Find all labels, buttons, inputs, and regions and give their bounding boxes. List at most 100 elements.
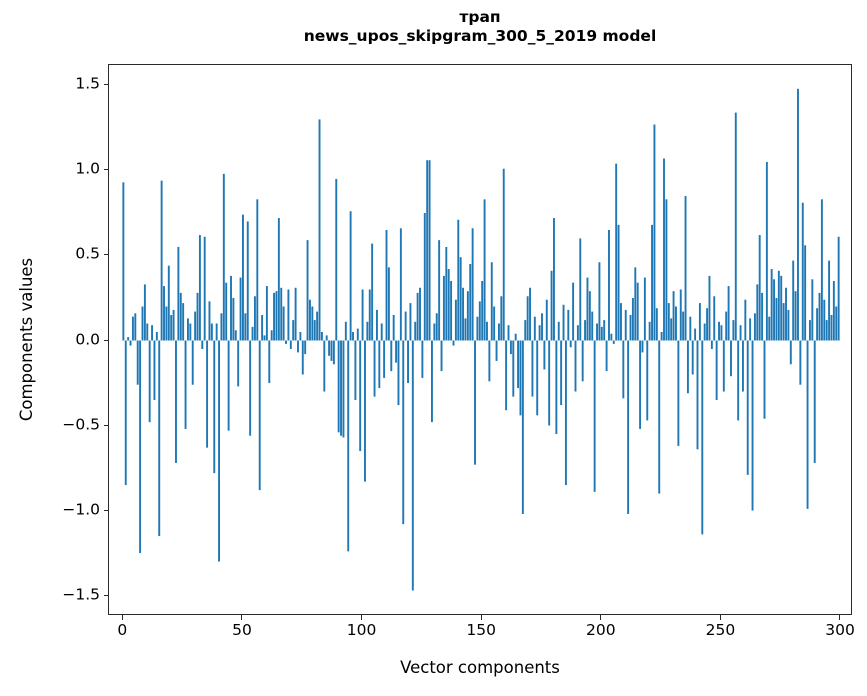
bar — [131, 316, 134, 341]
bar — [320, 332, 323, 341]
bar — [780, 275, 783, 341]
bar — [445, 246, 448, 341]
bar — [792, 260, 795, 341]
bar — [734, 112, 737, 341]
bar — [555, 340, 558, 435]
x-tick-mark — [480, 615, 482, 620]
bar — [655, 308, 658, 341]
bar — [356, 328, 359, 341]
bar — [457, 219, 460, 341]
bar — [143, 284, 146, 341]
bar — [610, 333, 613, 341]
bar — [801, 202, 804, 341]
bar — [438, 240, 441, 341]
bar — [698, 303, 701, 341]
bar — [151, 325, 154, 341]
bar — [682, 311, 685, 341]
bar — [244, 313, 247, 341]
bar — [658, 340, 661, 494]
bar — [622, 340, 625, 399]
x-tick-label: 300 — [825, 621, 855, 639]
bar — [433, 323, 436, 341]
bar — [134, 313, 137, 341]
bar — [306, 240, 309, 341]
bar — [557, 321, 560, 341]
bar — [280, 287, 283, 341]
bar — [242, 214, 244, 341]
bar — [562, 304, 565, 341]
bar — [593, 340, 596, 492]
bar — [447, 269, 450, 341]
y-tick-mark — [103, 84, 108, 86]
bar — [789, 340, 792, 365]
bar — [452, 340, 455, 346]
bar — [177, 246, 180, 341]
y-tick-label: 0.0 — [75, 329, 100, 348]
bar — [639, 340, 642, 429]
bar — [414, 321, 417, 341]
bar — [471, 228, 474, 341]
bar — [347, 340, 350, 552]
bar — [287, 289, 290, 341]
bar — [323, 340, 326, 392]
bar — [808, 320, 811, 341]
bar — [679, 289, 682, 341]
bar — [361, 289, 364, 341]
bar — [677, 340, 680, 446]
bar — [651, 224, 653, 341]
bar — [234, 330, 237, 341]
bar — [605, 340, 608, 372]
bar — [701, 340, 704, 535]
bar — [646, 340, 649, 421]
bar — [806, 340, 809, 509]
bar — [708, 275, 711, 341]
bar — [667, 303, 670, 341]
bar — [835, 306, 838, 341]
bar — [265, 286, 268, 341]
bar — [127, 337, 130, 341]
bar — [337, 340, 340, 433]
bar — [342, 340, 345, 438]
bar — [727, 286, 730, 341]
bar — [215, 323, 218, 341]
bar — [203, 236, 206, 341]
bar — [239, 277, 242, 341]
bar — [182, 303, 185, 341]
bar — [837, 236, 840, 341]
bar — [694, 328, 697, 341]
y-tick-mark — [103, 339, 108, 341]
bar — [194, 311, 197, 341]
bar-series — [122, 88, 840, 591]
bar — [758, 235, 761, 341]
bar — [512, 340, 515, 397]
bar — [586, 277, 589, 341]
bar — [146, 323, 149, 341]
bar — [352, 332, 354, 341]
bar — [581, 340, 584, 382]
bar — [675, 306, 677, 341]
x-tick-mark — [839, 615, 841, 620]
x-tick-label: 100 — [346, 621, 377, 639]
bar — [261, 314, 264, 341]
bar — [385, 229, 388, 341]
bar — [631, 297, 634, 341]
bar — [311, 306, 314, 341]
bar — [495, 340, 498, 361]
bar — [643, 277, 646, 341]
bar — [380, 323, 383, 341]
bar — [316, 311, 319, 341]
bar — [818, 292, 821, 341]
bar — [572, 282, 575, 341]
y-tick-label: 1.0 — [75, 159, 100, 178]
bar — [416, 292, 419, 341]
bar — [275, 291, 278, 341]
bar — [186, 318, 189, 341]
bar — [775, 297, 778, 341]
x-axis-label: Vector components — [400, 658, 560, 677]
bar — [258, 340, 261, 491]
bar — [198, 235, 201, 341]
bar — [519, 340, 522, 416]
bar — [464, 318, 467, 341]
bar — [505, 340, 508, 411]
bar — [598, 262, 601, 341]
